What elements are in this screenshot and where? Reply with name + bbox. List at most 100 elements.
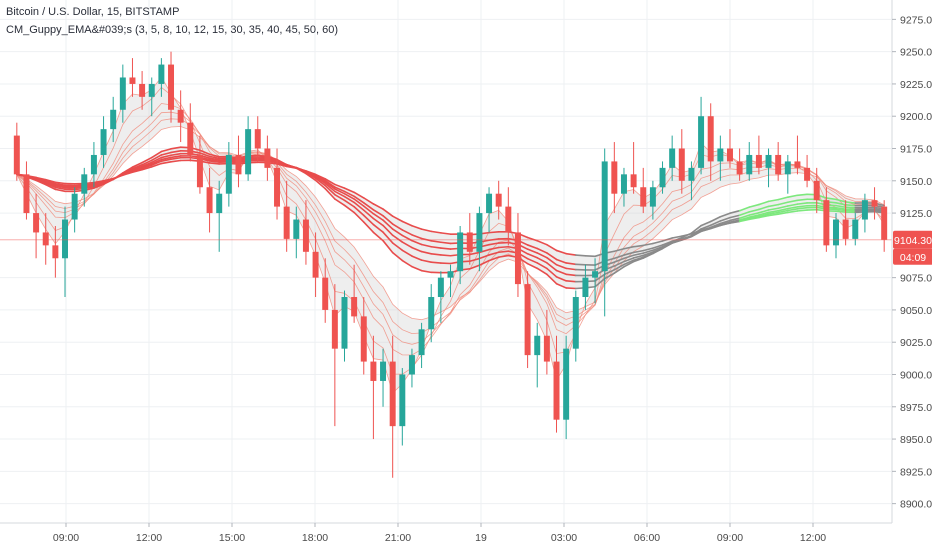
candle-body — [669, 148, 676, 168]
slow-ema-segment — [150, 154, 163, 162]
slow-ema-segment — [430, 240, 442, 244]
slow-ema-segment — [623, 245, 635, 250]
slow-ema-segment — [680, 235, 693, 240]
current-price-badge — [893, 230, 932, 249]
slow-ema-segment — [748, 212, 760, 216]
candle-body — [148, 83, 155, 97]
time-axis[interactable]: 09:00 12:00 15:00 18:00 21:00 19 03:00 06:00 09:… — [0, 522, 932, 550]
candle-body — [302, 219, 309, 252]
candle-body — [139, 83, 146, 97]
slow-ema-segment — [420, 243, 433, 248]
slow-ema-segment — [93, 180, 105, 185]
slow-ema-segment — [555, 269, 567, 276]
slow-ema-segment — [652, 247, 664, 253]
slow-ema-segment — [709, 220, 722, 227]
candle-body — [13, 135, 20, 175]
time-tick-label: 12:00 — [136, 532, 162, 544]
slow-ema-segment — [353, 211, 365, 223]
candlestick-series — [13, 51, 888, 478]
time-tick-label: 18:00 — [302, 532, 328, 544]
candle-body — [341, 297, 348, 349]
symbol-legend[interactable]: Bitcoin / U.S. Dollar, 15, BITSTAMP — [6, 6, 180, 18]
candle-body — [399, 374, 406, 427]
slow-ema-segment — [652, 244, 664, 249]
slow-ema-segment — [305, 170, 317, 176]
candle-body — [187, 122, 194, 155]
slow-ema-segment — [613, 265, 625, 274]
slow-ema-segment — [748, 214, 760, 219]
slow-ema-segment — [555, 263, 567, 270]
slow-ema-segment — [372, 231, 384, 242]
slow-ema-segment — [324, 182, 336, 193]
slow-ema-segment — [488, 246, 500, 251]
countdown-badge — [893, 248, 932, 265]
slow-ema-segment — [334, 198, 346, 207]
slow-ema-segment — [526, 248, 539, 254]
candle-body — [216, 193, 223, 214]
fast-ribbon-fill — [16, 77, 885, 394]
slow-ema-segment — [526, 252, 539, 259]
candle-body — [71, 193, 78, 220]
candle-body — [428, 297, 435, 330]
slow-ema-segment — [131, 165, 143, 171]
slow-ema-segment — [536, 252, 548, 259]
slow-ema-segment — [767, 198, 779, 203]
slow-ema-segment — [787, 203, 799, 207]
slow-ema-segment — [613, 260, 625, 267]
slow-ema-segment — [131, 168, 143, 173]
price-axis[interactable]: 9275.00 9250.00 9225.00 9200.00 9175.00 9150.… — [891, 0, 932, 550]
slow-ema-segment — [729, 209, 741, 215]
slow-ema-segment — [141, 163, 153, 169]
slow-ema-segment — [150, 160, 163, 166]
slow-ema-segment — [719, 222, 731, 226]
slow-ema-segment — [526, 257, 539, 264]
candle-body — [322, 277, 329, 310]
candle-body — [813, 180, 820, 201]
candle-body — [370, 361, 377, 381]
slow-ema-segment — [546, 273, 558, 285]
slow-ema-segment — [391, 215, 404, 223]
slow-ema-segment — [150, 150, 163, 159]
candle-body — [33, 213, 40, 233]
slow-ema-segment — [536, 239, 548, 246]
slow-ema-segment — [574, 263, 587, 266]
slow-ema-segment — [536, 256, 548, 264]
candle-body — [264, 148, 271, 168]
slow-ema-segment — [199, 152, 211, 158]
indicator-legend[interactable]: CM_Guppy_EMA&#039;s (3, 5, 8, 10, 12, 15… — [6, 24, 339, 36]
slow-ema-segment — [536, 267, 548, 276]
candle-body — [755, 154, 762, 168]
slow-ema-segment — [314, 176, 327, 185]
slow-ema-segment — [411, 224, 423, 230]
slow-ema-segment — [122, 166, 134, 174]
candle-body — [620, 174, 627, 194]
slow-ema-segment — [208, 157, 221, 161]
slow-ema-segment — [729, 219, 741, 223]
candle-body — [408, 355, 415, 375]
slow-ema-segment — [758, 213, 770, 218]
slow-ema-segment — [343, 204, 355, 214]
slow-ema-segment — [372, 203, 384, 210]
slow-ema-segment — [488, 251, 500, 256]
slow-ema-segment — [777, 209, 789, 214]
slow-ema-segment — [546, 256, 558, 266]
candle-body — [476, 213, 483, 252]
candle-body — [678, 148, 685, 181]
slow-ema-segment — [709, 224, 722, 229]
slow-ema-segment — [758, 211, 770, 216]
slow-ema-segment — [343, 190, 355, 198]
price-tick-label: 9175.00 — [900, 144, 932, 156]
slow-ema-segment — [401, 229, 413, 236]
slow-ema-segment — [382, 219, 394, 230]
candle-body — [312, 251, 319, 278]
slow-ema-segment — [671, 235, 683, 239]
time-tick-label: 09:00 — [53, 532, 79, 544]
slow-ema-segment — [468, 257, 481, 263]
slow-ema-segment — [362, 214, 375, 226]
slow-ema-segment — [661, 241, 673, 248]
slow-ema-segment — [343, 195, 355, 204]
candle-body — [177, 109, 184, 123]
candle-body — [698, 116, 705, 168]
time-tick-label: 03:00 — [551, 532, 577, 544]
